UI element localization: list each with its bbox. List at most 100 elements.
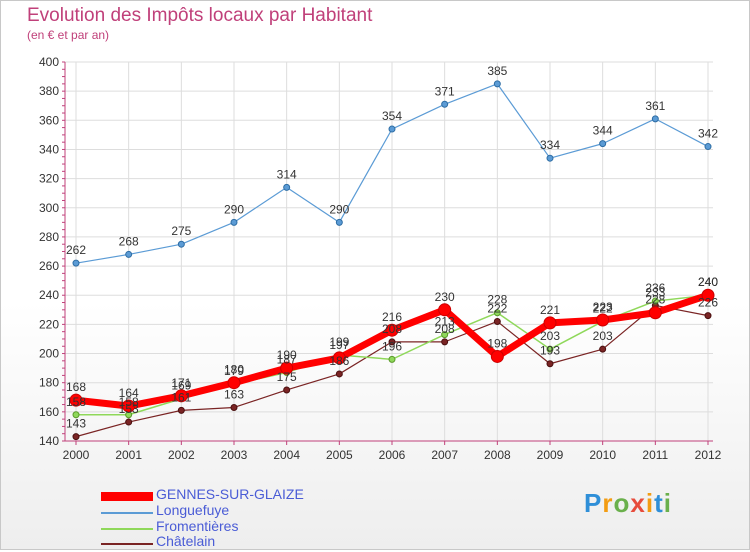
- data-point: [388, 355, 396, 363]
- data-point: [125, 418, 133, 426]
- data-label: 158: [119, 395, 139, 409]
- data-point: [543, 316, 557, 330]
- y-tick-label: 340: [39, 142, 59, 156]
- y-tick-label: 400: [39, 55, 59, 69]
- data-label: 361: [645, 99, 665, 113]
- data-label: 354: [382, 109, 402, 123]
- data-label: 371: [435, 84, 455, 98]
- x-tick-label: 2006: [379, 448, 406, 462]
- data-point: [283, 386, 291, 394]
- data-point: [335, 370, 343, 378]
- x-tick-label: 2009: [537, 448, 564, 462]
- proxiti-logo: Proxiti: [584, 488, 672, 518]
- x-tick-label: 2003: [221, 448, 248, 462]
- legend-swatch-fromentieres: [101, 528, 153, 530]
- data-point: [599, 345, 607, 353]
- x-tick-label: 2005: [326, 448, 353, 462]
- data-point: [441, 100, 449, 108]
- data-point: [701, 288, 715, 302]
- data-point: [283, 183, 291, 191]
- data-label: 187: [277, 352, 297, 366]
- data-label: 268: [119, 234, 139, 248]
- data-label: 190: [277, 348, 297, 362]
- data-point: [385, 323, 399, 337]
- data-label: 233: [645, 285, 665, 299]
- data-point: [546, 345, 554, 353]
- data-point: [704, 312, 712, 320]
- data-point: [227, 376, 241, 390]
- x-tick-label: 2002: [168, 448, 195, 462]
- x-tick-label: 2000: [63, 448, 90, 462]
- data-point: [493, 317, 501, 325]
- data-label: 168: [66, 380, 86, 394]
- data-label: 262: [66, 243, 86, 257]
- data-label: 196: [382, 339, 402, 353]
- data-point: [599, 140, 607, 148]
- data-label: 169: [171, 379, 191, 393]
- data-label: 222: [593, 301, 613, 315]
- y-tick-label: 180: [39, 376, 59, 390]
- data-label: 180: [224, 363, 244, 377]
- data-point: [441, 338, 449, 346]
- data-point: [596, 313, 610, 327]
- data-point: [69, 393, 83, 407]
- y-tick-label: 260: [39, 259, 59, 273]
- data-point: [332, 351, 346, 365]
- data-point: [493, 309, 501, 317]
- x-tick-label: 2004: [273, 448, 300, 462]
- y-tick-label: 380: [39, 84, 59, 98]
- data-point: [651, 297, 659, 305]
- data-label: 344: [593, 124, 613, 138]
- data-label: 342: [698, 127, 718, 141]
- chart-title: Evolution des Impôts locaux par Habitant: [27, 5, 373, 26]
- y-tick-label: 240: [39, 288, 59, 302]
- data-point: [122, 399, 136, 413]
- data-label: 161: [171, 390, 191, 404]
- data-point: [648, 306, 662, 320]
- x-tick-label: 2008: [484, 448, 511, 462]
- data-point: [651, 115, 659, 123]
- data-label: 228: [487, 293, 507, 307]
- data-label: 228: [645, 293, 665, 307]
- legend-label-fromentieres: Fromentières: [156, 518, 239, 534]
- data-label: 163: [224, 387, 244, 401]
- data-label: 314: [277, 167, 297, 181]
- legend-swatch-gennes: [101, 492, 153, 501]
- data-point: [177, 240, 185, 248]
- data-label: 143: [66, 417, 86, 431]
- x-tick-label: 2012: [695, 448, 722, 462]
- data-label: 222: [487, 301, 507, 315]
- legend-label-longuefuye: Longuefuye: [156, 502, 230, 518]
- data-point: [704, 143, 712, 151]
- data-label: 213: [435, 315, 455, 329]
- data-label: 198: [487, 336, 507, 350]
- data-point: [546, 360, 554, 368]
- x-tick-label: 2010: [589, 448, 616, 462]
- data-label: 290: [329, 202, 349, 216]
- data-point: [280, 361, 294, 375]
- x-tick-label: 2007: [431, 448, 458, 462]
- data-point: [177, 406, 185, 414]
- data-point: [441, 331, 449, 339]
- data-label: 385: [487, 64, 507, 78]
- data-point: [72, 411, 80, 419]
- legend-label-gennes: GENNES-SUR-GLAIZE: [156, 486, 304, 502]
- y-tick-label: 200: [39, 347, 59, 361]
- data-label: 223: [593, 300, 613, 314]
- data-label: 179: [224, 364, 244, 378]
- data-label: 208: [435, 322, 455, 336]
- data-label: 208: [382, 322, 402, 336]
- data-point: [230, 218, 238, 226]
- data-label: 236: [645, 281, 665, 295]
- y-tick-label: 160: [39, 405, 59, 419]
- data-point: [493, 80, 501, 88]
- legend-label-chatelain: Châtelain: [156, 533, 216, 549]
- data-point: [335, 218, 343, 226]
- data-label: 203: [540, 329, 560, 343]
- data-point: [174, 389, 188, 403]
- legend-swatch-chatelain: [101, 543, 153, 545]
- x-tick-label: 2011: [642, 448, 668, 462]
- data-label: 164: [119, 386, 139, 400]
